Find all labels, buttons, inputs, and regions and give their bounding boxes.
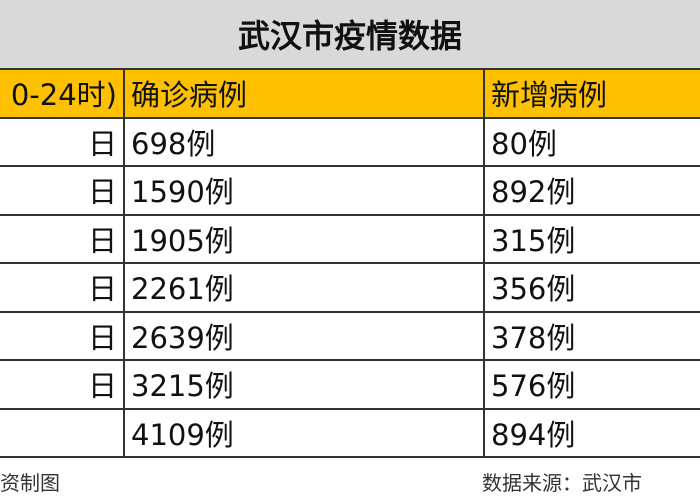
table-cell: 1905例 (125, 215, 485, 264)
table-cell: 698例 (125, 118, 485, 167)
table-title: 武汉市疫情数据 (0, 0, 700, 70)
footer-left: 资制图 (0, 470, 60, 495)
footer-right: 数据来源：武汉市 (482, 470, 642, 495)
table-cell: 894例 (485, 410, 700, 458)
table-cell: 4109例 (125, 409, 485, 458)
table-cell: 315例 (485, 216, 700, 264)
header-cell: 新增病例 (485, 70, 700, 119)
table-cell: 日 (0, 361, 125, 410)
table-cell: 日 (0, 264, 125, 313)
table-cell: 80例 (485, 119, 700, 167)
table-cell: 378例 (485, 313, 700, 361)
table-cell: 日 (0, 167, 125, 216)
table-cell: 2261例 (125, 264, 485, 313)
table-cell: 日 (0, 215, 125, 264)
table-cell (0, 409, 125, 458)
table-cell: 1590例 (125, 167, 485, 216)
table-cell: 2639例 (125, 312, 485, 361)
table-cell: 892例 (485, 167, 700, 216)
table-cell: 3215例 (125, 361, 485, 410)
header-cell: 确诊病例 (125, 70, 485, 119)
table-cell: 日 (0, 312, 125, 361)
table-cell: 356例 (485, 264, 700, 313)
table-cell: 日 (0, 118, 125, 167)
header-cell: 0-24时) (0, 70, 125, 119)
table-cell: 576例 (485, 361, 700, 410)
